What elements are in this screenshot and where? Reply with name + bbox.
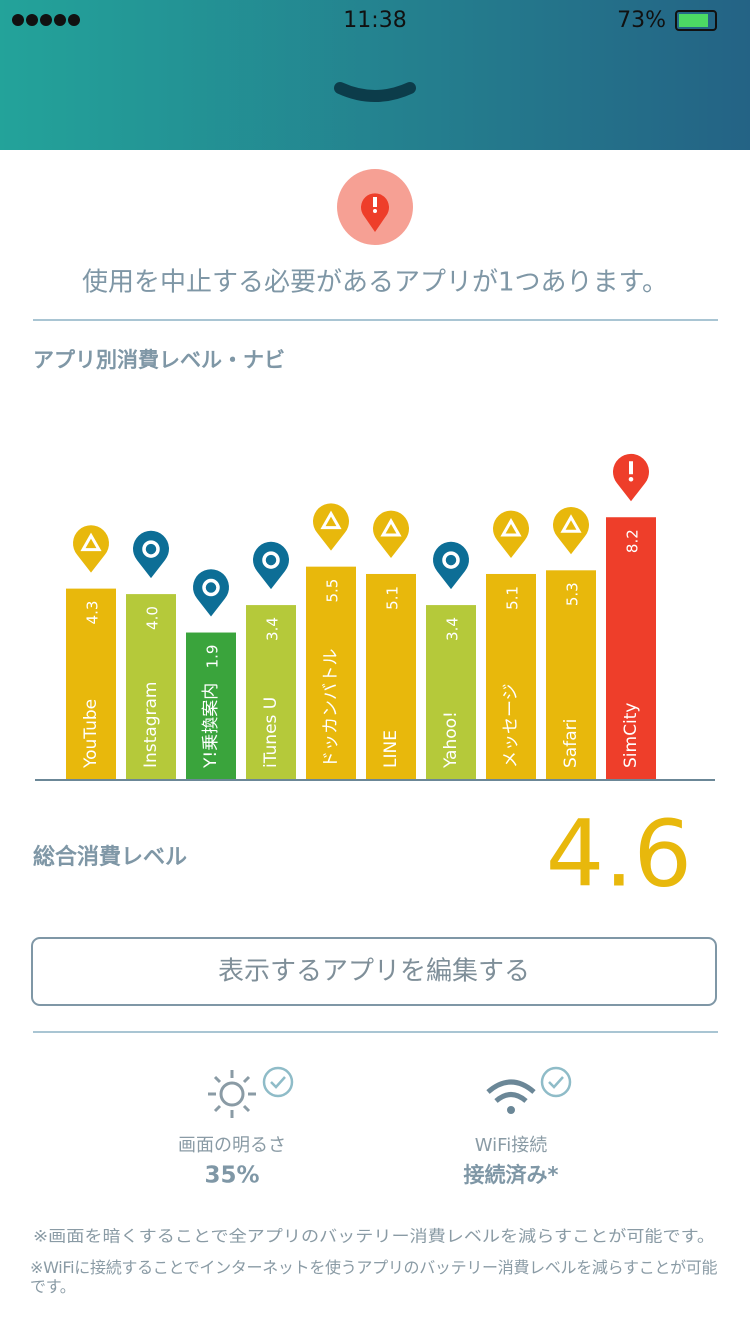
signal	[12, 14, 80, 26]
bar-value: 4.0	[144, 606, 162, 630]
edit-button[interactable]	[31, 937, 717, 1006]
wifi-icon	[486, 1079, 536, 1103]
bar	[246, 605, 296, 780]
pin-symbol	[202, 578, 220, 597]
bar	[426, 605, 476, 780]
bar-value: 4.3	[84, 601, 102, 625]
bar	[606, 517, 656, 780]
bar	[306, 566, 356, 780]
bar	[126, 594, 176, 780]
pin-symbol	[380, 517, 402, 537]
alert-message: 使用を中止する必要があるアプリが1つあります。	[82, 268, 668, 298]
bar-value: 5.1	[384, 586, 402, 610]
total-value: 4.6	[546, 800, 692, 907]
note-box: ※WiFiに接続することでインターネットを使うアプリのバッテリー消費レベルを減ら…	[30, 1258, 718, 1296]
bar-label: Yahoo!	[441, 711, 461, 769]
bar-label: ドッカンバトル	[321, 648, 341, 768]
pin-symbol	[628, 476, 634, 482]
pin-symbol	[320, 510, 342, 530]
bar	[486, 573, 536, 780]
setting-value: 接続済み*	[464, 1163, 559, 1187]
collapse-chevron[interactable]	[334, 82, 416, 102]
bar	[66, 588, 116, 780]
total-label: 総合消費レベル	[33, 844, 187, 870]
bar-value: 5.1	[504, 586, 522, 610]
header	[0, 0, 750, 150]
alert-mark	[373, 197, 377, 207]
setting-value: 35%	[204, 1163, 259, 1189]
bar-label: Safari	[561, 719, 581, 768]
bar-label: YouTube	[81, 699, 101, 769]
bar-value: 5.5	[324, 579, 342, 603]
time: 11:38	[343, 8, 406, 33]
setting-label: WiFi接続	[475, 1135, 547, 1156]
section-title: アプリ別消費レベル・ナビ	[33, 348, 285, 372]
note: ※WiFiに接続することでインターネットを使うアプリのバッテリー消費レベルを減ら…	[30, 1258, 718, 1296]
setting-label: 画面の明るさ	[178, 1135, 286, 1156]
pin-symbol	[560, 514, 582, 533]
bar-label: iTunes U	[261, 697, 281, 768]
pin-symbol	[629, 461, 633, 475]
check-icon	[540, 1066, 572, 1098]
brightness-icon	[208, 1070, 256, 1118]
note: ※画面を暗くすることで全アプリのバッテリー消費レベルを減らすことが可能です。	[33, 1227, 715, 1246]
chart: YouTube 4.3 Instagram 4.0 Y!乗換案内 1.9 iTunes U 3…	[66, 453, 656, 780]
bar-label: メッセージ	[501, 683, 521, 768]
pin-symbol	[442, 551, 460, 569]
edit-button-label[interactable]: 表示するアプリを編集する	[218, 957, 530, 987]
pin-symbol	[262, 551, 280, 569]
battery-percent: 73%	[617, 8, 666, 33]
bar-label: Instagram	[141, 682, 161, 769]
alert-dot	[373, 209, 377, 213]
pin-symbol	[500, 517, 522, 537]
bar-value: 1.9	[204, 645, 222, 669]
battery	[675, 10, 717, 31]
pin-symbol	[142, 540, 160, 558]
bar	[366, 573, 416, 780]
bar-label: Y!乗換案内	[201, 683, 221, 769]
bar-value: 8.2	[624, 529, 642, 553]
bar-value: 3.4	[444, 617, 462, 641]
wifi-dot	[507, 1106, 515, 1114]
check-icon	[262, 1066, 294, 1098]
bar	[186, 632, 236, 780]
bar-value: 5.3	[564, 582, 582, 606]
pin-symbol	[80, 532, 102, 552]
bar-label: SimCity	[621, 703, 641, 768]
battery-level	[679, 14, 708, 27]
bar-value: 3.4	[264, 617, 282, 641]
bar-label: LINE	[381, 730, 401, 768]
bar	[546, 570, 596, 780]
